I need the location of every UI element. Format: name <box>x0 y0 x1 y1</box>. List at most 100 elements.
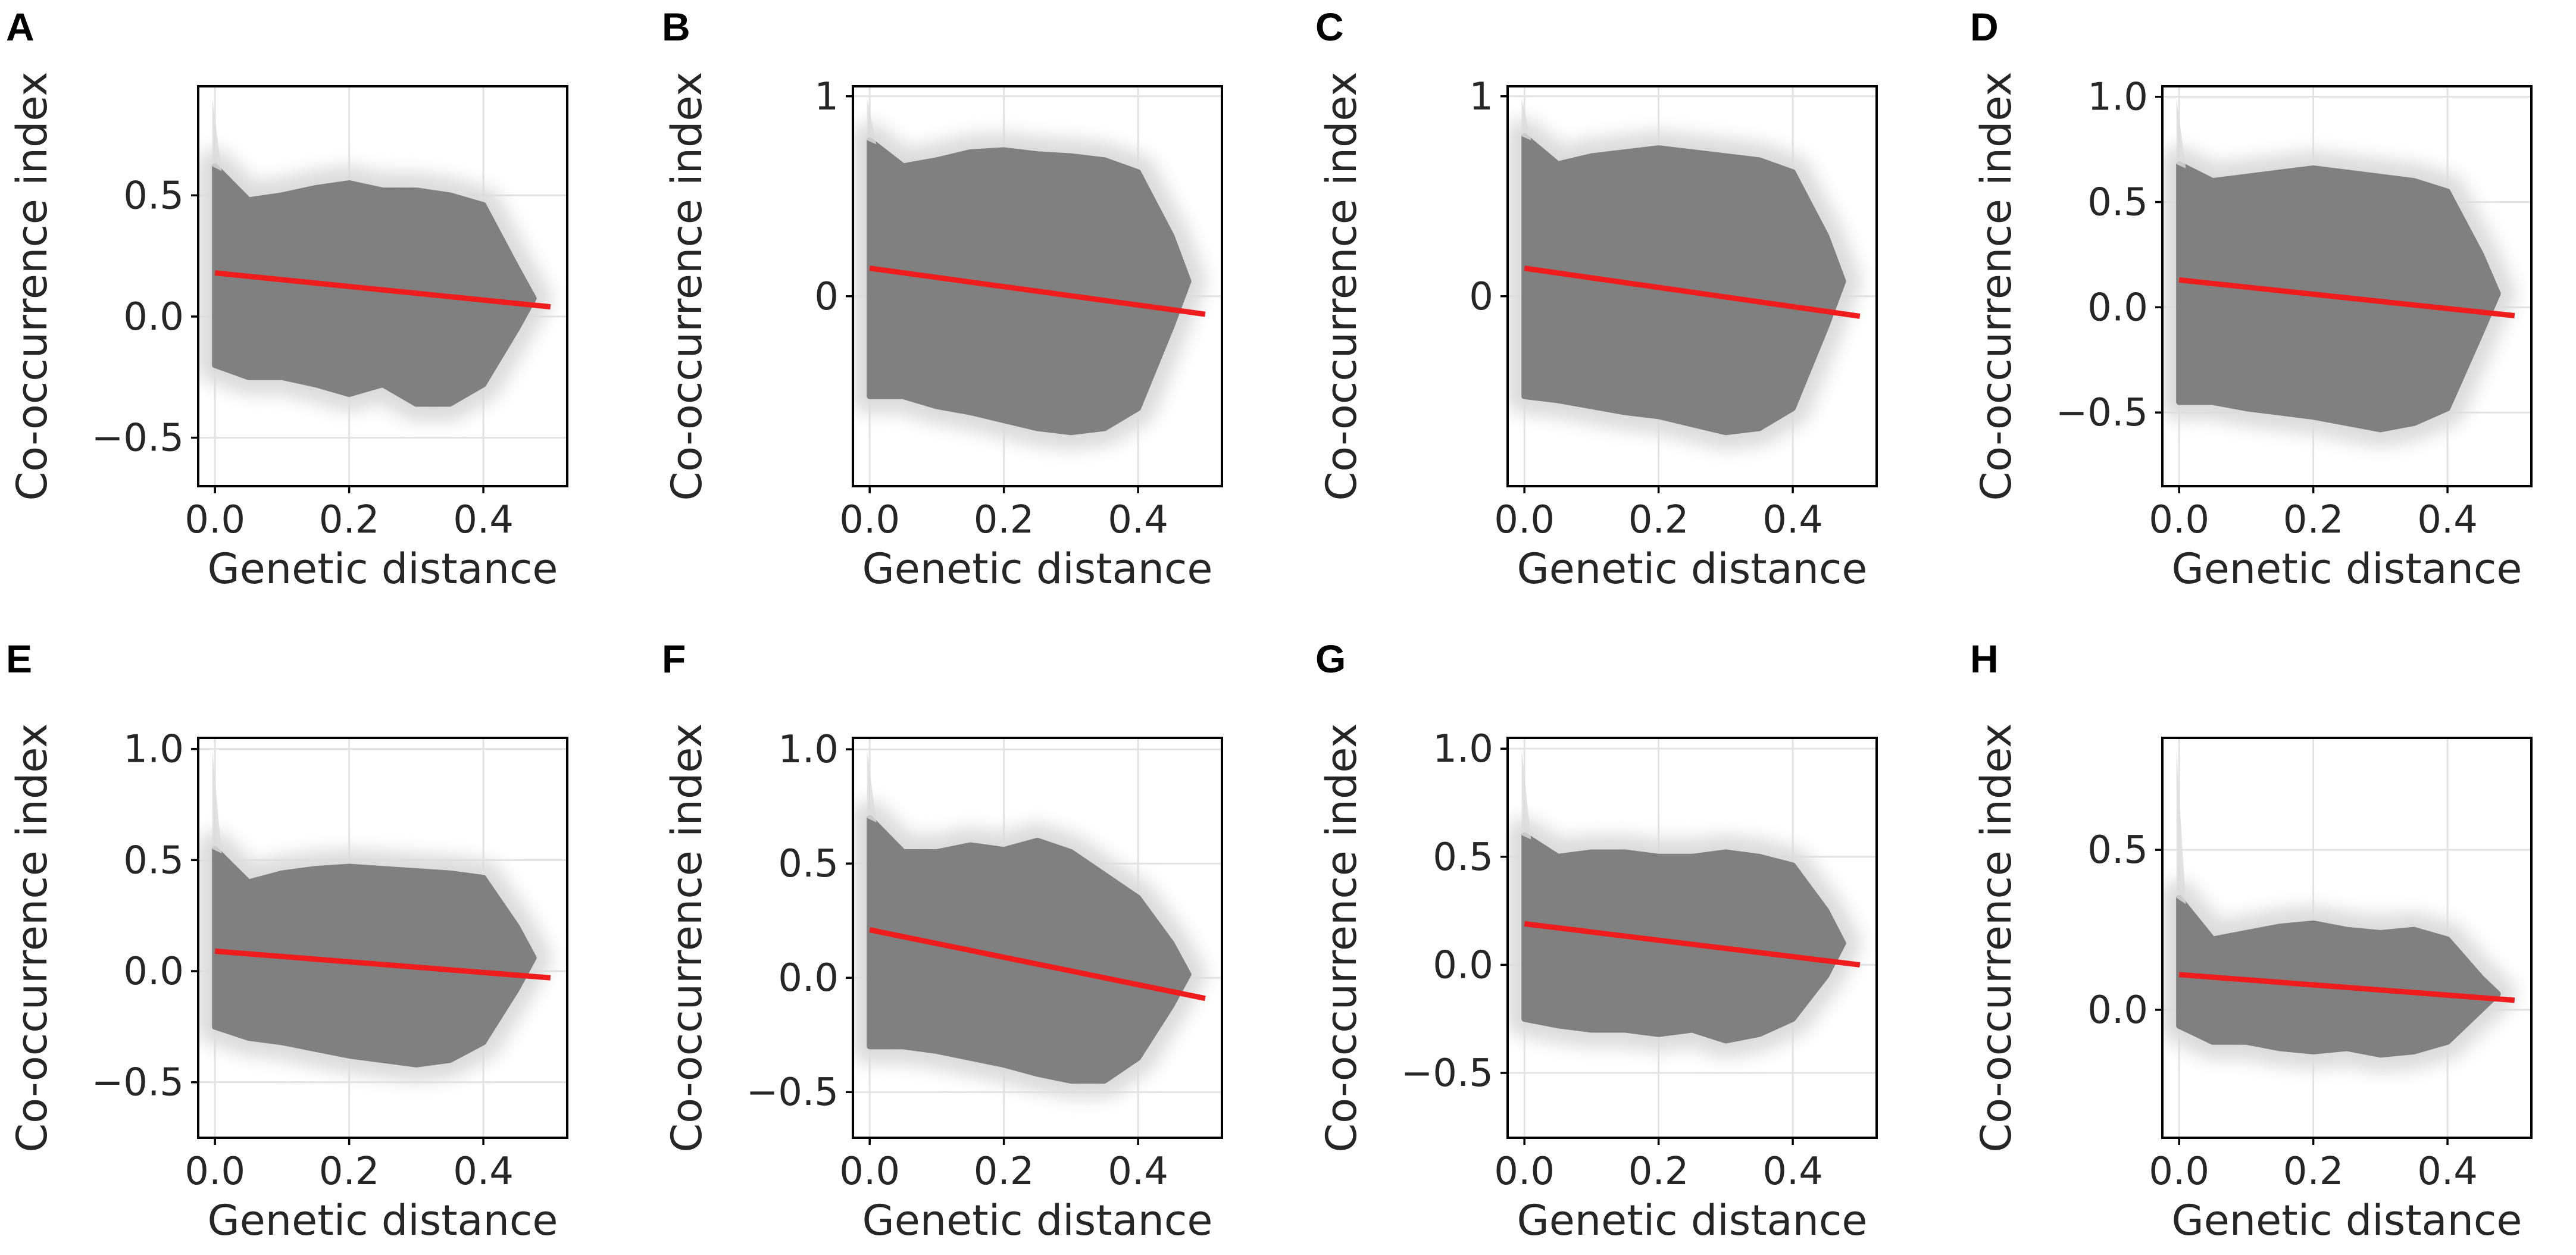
axes-frame <box>1506 737 1878 1139</box>
y-tick-label: 0.0 <box>123 295 184 339</box>
x-tick-label: 0.4 <box>1762 1150 1823 1194</box>
x-tick-label: 0.2 <box>974 498 1034 542</box>
y-tick-label: 0 <box>814 275 839 319</box>
regression-line <box>869 265 1206 317</box>
y-tick-label: 0.5 <box>778 842 839 886</box>
y-tick-label: 0.0 <box>778 956 839 1000</box>
y-tick-label: 0.5 <box>2087 828 2148 872</box>
subplot-d: 0.0 0.2 0.4 −0.5 0.0 0.5 1.0 Genetic distance Co… <box>1970 5 2533 593</box>
y-tick-label: 1 <box>1469 75 1493 119</box>
axes-frame <box>197 737 568 1139</box>
y-axis-label: Co-occurrence index <box>1317 723 1366 1152</box>
scatter-tail <box>212 750 222 854</box>
subplot-c: 0.0 0.2 0.4 0 1 Genetic distance Co-occurrence… <box>1315 5 1878 593</box>
y-tick-label: 1 <box>814 75 839 119</box>
y-axis-label: Co-occurrence index <box>1972 71 2021 500</box>
x-axis-label: Genetic distance <box>208 544 558 593</box>
panel-letter: C <box>1315 5 1344 49</box>
scatter-tail <box>2176 750 2186 905</box>
x-tick-label: 0.4 <box>1108 498 1168 542</box>
panel-letter: F <box>662 637 686 681</box>
axes-frame <box>2161 737 2533 1139</box>
x-tick-label: 0.0 <box>839 498 900 542</box>
y-tick-label: 0.5 <box>2087 181 2148 225</box>
x-axis-label: Genetic distance <box>862 1196 1213 1245</box>
x-tick-label: 0.0 <box>1494 498 1555 542</box>
x-tick-label: 0.4 <box>453 1150 514 1194</box>
y-tick-label: 0.5 <box>123 174 184 218</box>
x-tick-label: 0.4 <box>2417 498 2478 542</box>
subplot-h: 0.0 0.2 0.4 0.0 0.5 Genetic distance Co-occurr… <box>1970 637 2533 1245</box>
y-axis-label: Co-occurrence index <box>662 723 711 1152</box>
axes-frame <box>197 85 568 487</box>
subplot-g: 0.0 0.2 0.4 −0.5 0.0 0.5 1.0 Genetic distance Co… <box>1315 637 1878 1245</box>
x-tick-label: 0.0 <box>185 498 245 542</box>
scatter-cloud <box>212 846 537 1068</box>
regression-line <box>869 927 1206 1002</box>
regression-line <box>1524 921 1861 968</box>
y-tick-label: −0.5 <box>92 1061 184 1105</box>
y-tick-label: −0.5 <box>2056 391 2148 435</box>
y-axis-label: Co-occurrence index <box>1972 723 2021 1152</box>
x-tick-label: 0.0 <box>185 1150 245 1194</box>
scatter-cloud <box>212 163 537 407</box>
y-tick-label: 0.0 <box>1433 943 1493 987</box>
panel-letter: A <box>6 5 35 49</box>
subplot-b: 0.0 0.2 0.4 0 1 Genetic distance Co-occurrence… <box>662 5 1223 593</box>
regression-line <box>2178 972 2515 1003</box>
y-tick-label: −0.5 <box>746 1071 839 1115</box>
x-axis-label: Genetic distance <box>2172 1196 2522 1245</box>
y-tick-label: −0.5 <box>92 417 184 461</box>
y-tick-label: 0.0 <box>2087 988 2148 1032</box>
x-tick-label: 0.2 <box>1628 498 1689 542</box>
x-tick-label: 0.4 <box>1762 498 1823 542</box>
regression-line <box>214 270 551 310</box>
x-tick-label: 0.2 <box>319 1150 380 1194</box>
x-tick-label: 0.2 <box>2283 498 2344 542</box>
scatter-tail <box>2176 98 2186 168</box>
x-tick-label: 0.2 <box>319 498 380 542</box>
regression-line <box>214 948 551 981</box>
y-axis-label: Co-occurrence index <box>8 723 57 1152</box>
x-tick-label: 0.4 <box>1108 1150 1168 1194</box>
y-axis-label: Co-occurrence index <box>8 71 57 500</box>
scatter-cloud <box>1521 133 1846 436</box>
y-tick-label: 1.0 <box>2087 76 2148 120</box>
y-tick-label: 0.0 <box>2087 286 2148 330</box>
scatter-cloud <box>867 137 1192 436</box>
panel-letter: B <box>662 5 690 49</box>
subplot-e: 0.0 0.2 0.4 −0.5 0.0 0.5 1.0 Genetic distance Co… <box>6 637 568 1245</box>
x-axis-label: Genetic distance <box>862 544 1213 593</box>
y-tick-label: 0 <box>1469 275 1493 319</box>
panel-letter: G <box>1315 637 1346 681</box>
x-tick-label: 0.0 <box>1494 1150 1555 1194</box>
x-tick-label: 0.2 <box>1628 1150 1689 1194</box>
y-tick-label: 0.0 <box>123 950 184 994</box>
y-tick-label: 1.0 <box>123 728 184 772</box>
x-tick-label: 0.0 <box>2149 498 2209 542</box>
regression-line <box>1524 265 1861 319</box>
scatter-cloud <box>2176 894 2501 1058</box>
x-tick-label: 0.0 <box>839 1150 900 1194</box>
x-axis-label: Genetic distance <box>1517 1196 1868 1245</box>
x-tick-label: 0.2 <box>2283 1150 2344 1194</box>
y-tick-label: 1.0 <box>1433 727 1493 771</box>
x-axis-label: Genetic distance <box>1517 544 1868 593</box>
scatter-tail <box>867 750 877 823</box>
scatter-cloud <box>1521 832 1846 1044</box>
x-axis-label: Genetic distance <box>208 1196 558 1245</box>
y-tick-label: −0.5 <box>1401 1051 1493 1096</box>
scatter-tail <box>1521 750 1531 840</box>
y-tick-label: 0.5 <box>1433 835 1493 880</box>
axes-frame <box>852 737 1223 1139</box>
scatter-cloud <box>867 815 1192 1084</box>
x-tick-label: 0.4 <box>453 498 514 542</box>
axes-frame <box>1506 85 1878 487</box>
panel-letter: H <box>1970 637 1999 681</box>
y-axis-label: Co-occurrence index <box>662 71 711 500</box>
y-tick-label: 1.0 <box>778 728 839 772</box>
regression-line <box>2178 277 2515 318</box>
